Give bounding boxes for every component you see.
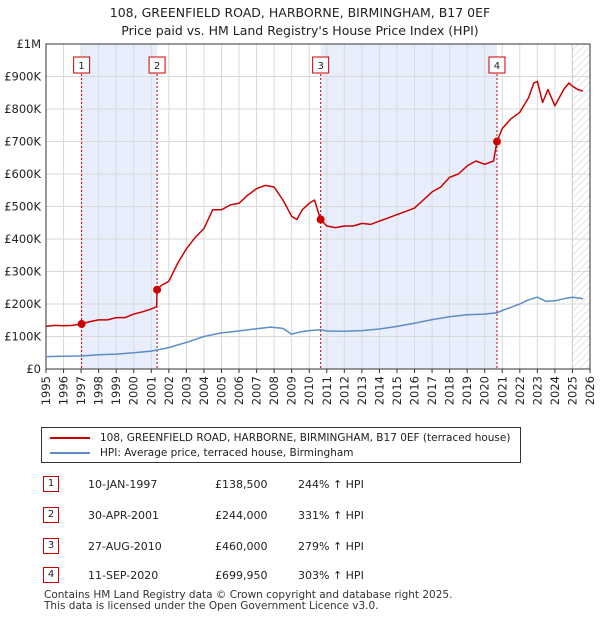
transaction-hpi: 244% ↑ HPI — [298, 478, 364, 491]
y-tick-label: £100K — [4, 330, 41, 344]
transaction-date: 27-AUG-2010 — [88, 540, 162, 553]
legend-property-label: 108, GREENFIELD ROAD, HARBORNE, BIRMINGH… — [100, 432, 511, 444]
x-tick-label: 2025 — [565, 376, 579, 405]
transaction-date: 30-APR-2001 — [88, 509, 160, 522]
x-tick-label: 2018 — [443, 376, 457, 405]
sale-marker-box — [148, 56, 166, 74]
x-tick-label: 2021 — [495, 376, 509, 405]
transaction-price: £699,950 — [215, 569, 268, 582]
transaction-number: 4 — [43, 567, 59, 583]
title-line-1: 108, GREENFIELD ROAD, HARBORNE, BIRMINGH… — [109, 5, 491, 20]
y-tick-label: £300K — [4, 265, 41, 279]
y-tick-label: £600K — [4, 167, 41, 181]
x-tick-label: 2004 — [197, 376, 211, 405]
transaction-price: £244,000 — [215, 509, 268, 522]
x-tick-label: 2022 — [513, 376, 527, 405]
y-tick-label: £0 — [26, 362, 41, 376]
x-tick-label: 2023 — [530, 376, 544, 405]
sale-marker-label: 3 — [317, 61, 323, 72]
x-tick-label: 2013 — [355, 376, 369, 405]
x-tick-label: 2014 — [372, 376, 386, 405]
footer-copyright: Contains HM Land Registry data © Crown c… — [44, 589, 453, 601]
x-tick-label: 2011 — [320, 376, 334, 405]
sale-marker-label: 2 — [154, 61, 160, 72]
transaction-number: 2 — [43, 507, 59, 523]
x-tick-label: 2009 — [285, 376, 299, 405]
x-tick-label: 2026 — [583, 376, 597, 405]
legend-hpi: HPI: Average price, terraced house, Birm… — [50, 446, 354, 460]
transaction-row: 3 27-AUG-2010 £460,000 279% ↑ HPI — [43, 538, 563, 556]
y-tick-label: £500K — [4, 200, 41, 214]
footer: Contains HM Land Registry data © Crown c… — [44, 590, 452, 612]
y-tick-label: £700K — [4, 135, 41, 149]
x-tick-label: 1999 — [109, 376, 123, 405]
x-tick-label: 2006 — [232, 376, 246, 405]
legend-hpi-swatch — [50, 452, 90, 454]
x-tick-label: 2008 — [267, 376, 281, 405]
y-tick-label: £1M — [16, 37, 41, 51]
sale-marker-label: 4 — [494, 61, 500, 72]
price-chart: £0 £100K £200K £300K £400K £500K £600K £700K £80… — [4, 37, 597, 405]
x-tick-label: 2010 — [302, 376, 316, 405]
y-tick-label: £800K — [4, 102, 41, 116]
x-tick-label: 2020 — [478, 376, 492, 405]
x-tick-label: 2012 — [337, 376, 351, 405]
legend-hpi-label: HPI: Average price, terraced house, Birm… — [100, 447, 354, 459]
transaction-number: 3 — [43, 538, 59, 554]
sale-marker-dot — [77, 319, 86, 328]
x-tick-label: 2001 — [144, 376, 158, 405]
x-tick-label: 1995 — [39, 376, 53, 405]
chart-title: 108, GREENFIELD ROAD, HARBORNE, BIRMINGH… — [0, 4, 600, 40]
x-tick-label: 2024 — [548, 376, 562, 405]
legend-property-swatch — [50, 437, 90, 439]
sale-marker-box — [312, 56, 330, 74]
x-tick-label: 2002 — [162, 376, 176, 405]
y-tick-label: £900K — [4, 70, 41, 84]
plot-frame — [45, 43, 591, 370]
x-tick-label: 1997 — [74, 376, 88, 405]
x-tick-label: 2007 — [250, 376, 264, 405]
transaction-row: 2 30-APR-2001 £244,000 331% ↑ HPI — [43, 507, 563, 525]
y-tick-label: £400K — [4, 232, 41, 246]
x-tick-label: 2000 — [127, 376, 141, 405]
x-tick-label: 2003 — [179, 376, 193, 405]
footer-licence: This data is licensed under the Open Gov… — [44, 600, 379, 612]
transaction-row: 4 11-SEP-2020 £699,950 303% ↑ HPI — [43, 567, 563, 585]
transaction-price: £460,000 — [215, 540, 268, 553]
sale-marker-dot — [153, 285, 162, 294]
x-tick-label: 2015 — [390, 376, 404, 405]
hpi-line — [45, 296, 584, 358]
x-tick-label: 1998 — [92, 376, 106, 405]
transaction-hpi: 331% ↑ HPI — [298, 509, 364, 522]
x-tick-label: 1996 — [57, 376, 71, 405]
x-tick-label: 2019 — [460, 376, 474, 405]
sale-marker-box — [73, 56, 91, 74]
sale-marker-dot — [316, 215, 325, 224]
x-tick-label: 2016 — [408, 376, 422, 405]
sale-marker-dot — [492, 137, 501, 146]
transaction-date: 10-JAN-1997 — [88, 478, 158, 491]
transaction-date: 11-SEP-2020 — [88, 569, 159, 582]
transaction-number: 1 — [43, 476, 59, 492]
y-tick-label: £200K — [4, 297, 41, 311]
transaction-hpi: 303% ↑ HPI — [298, 569, 364, 582]
legend: 108, GREENFIELD ROAD, HARBORNE, BIRMINGH… — [41, 427, 521, 463]
title-line-2: Price paid vs. HM Land Registry's House … — [121, 23, 479, 38]
transaction-row: 1 10-JAN-1997 £138,500 244% ↑ HPI — [43, 476, 563, 494]
x-tick-label: 2005 — [214, 376, 228, 405]
sale-marker-label: 1 — [78, 61, 84, 72]
transaction-hpi: 279% ↑ HPI — [298, 540, 364, 553]
x-tick-label: 2017 — [425, 376, 439, 405]
legend-property: 108, GREENFIELD ROAD, HARBORNE, BIRMINGH… — [50, 431, 510, 445]
sale-marker-box — [488, 56, 506, 74]
transaction-price: £138,500 — [215, 478, 268, 491]
